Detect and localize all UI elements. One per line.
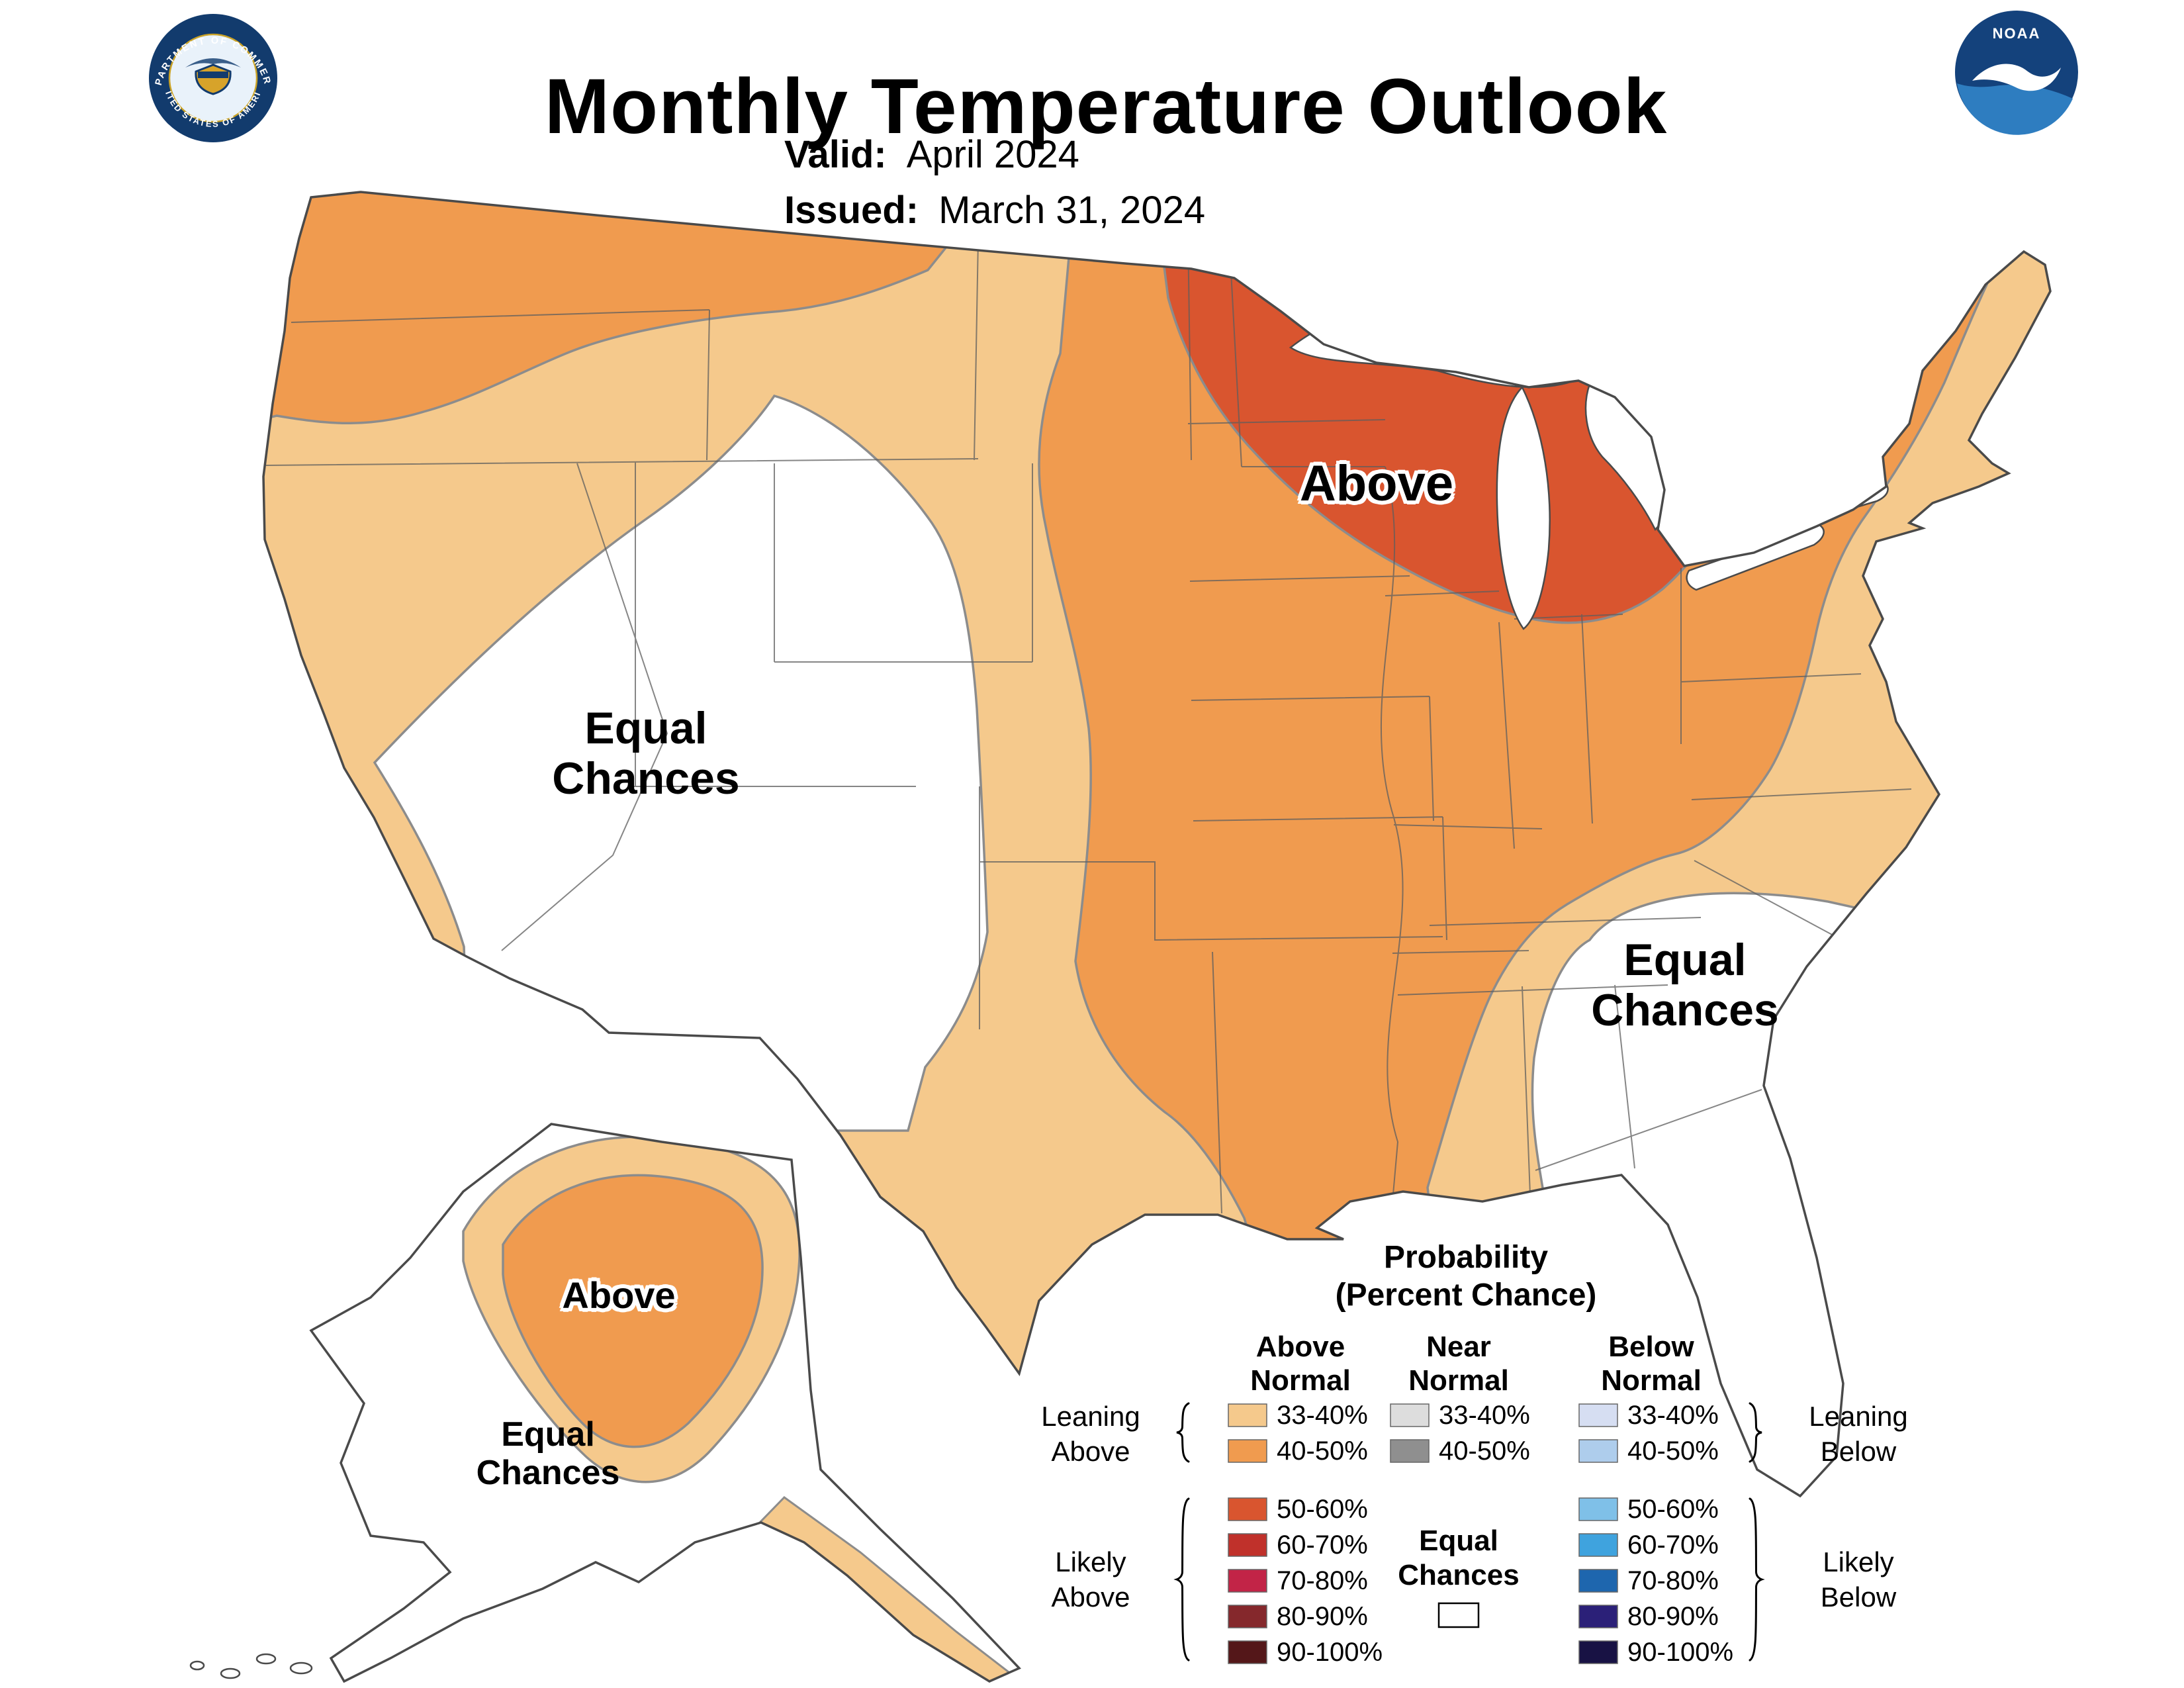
legend-swatch-near-40-50 — [1390, 1439, 1430, 1463]
legend-column-below: 33-40% 40-50% 50-60% 60-70% 70-80% 80-90… — [1578, 1400, 1734, 1667]
conus-outline — [262, 191, 2052, 1498]
lake-michigan — [1496, 385, 1551, 630]
commerce-seal: DEPARTMENT OF COMMERCE UNITED STATES OF … — [147, 12, 277, 142]
legend-label-leaning-above: Leaning Above — [1041, 1401, 1140, 1467]
map-label-equal-chances-west: Equal Chances — [552, 703, 740, 804]
legend-row-below-50-60: 50-60% — [1578, 1494, 1733, 1524]
legend-title: Probability (Percent Chance) — [1335, 1240, 1597, 1313]
legend-swatch-below-80-90 — [1578, 1605, 1618, 1628]
legend-range-label: 90-100% — [1627, 1637, 1734, 1667]
legend-swatch-below-70-80 — [1578, 1569, 1618, 1593]
legend-equal-chances: Equal Chances — [1390, 1524, 1527, 1632]
legend-swatch-above-70-80 — [1228, 1569, 1267, 1593]
legend-row-above-80-90: 80-90% — [1228, 1602, 1383, 1631]
issued-value: March 31, 2024 — [938, 189, 1206, 232]
page-title: Monthly Temperature Outlook — [544, 63, 1668, 151]
legend-swatch-below-50-60 — [1578, 1497, 1618, 1521]
legend-header-above-normal: Above Normal — [1250, 1331, 1351, 1397]
valid-date-line: Valid: April 2024 — [784, 132, 1079, 177]
legend-swatch-below-40-50 — [1578, 1439, 1618, 1463]
legend-range-label: 50-60% — [1277, 1494, 1368, 1524]
alaska-outline — [309, 1123, 1021, 1683]
valid-value: April 2024 — [906, 133, 1079, 176]
legend-range-label: 40-50% — [1277, 1436, 1368, 1466]
legend-row-below-80-90: 80-90% — [1578, 1602, 1733, 1631]
legend-range-label: 60-70% — [1277, 1530, 1368, 1560]
legend-row-below-90-100: 90-100% — [1578, 1637, 1734, 1667]
legend-header-near-normal: Near Normal — [1408, 1331, 1509, 1397]
legend-swatch-above-50-60 — [1228, 1497, 1267, 1521]
aleutian-islands — [189, 1653, 313, 1679]
legend-row-above-90-100: 90-100% — [1228, 1637, 1383, 1667]
legend-row-below-70-80: 70-80% — [1578, 1566, 1733, 1595]
legend-row-above-60-70: 60-70% — [1228, 1530, 1383, 1560]
state-boundaries — [265, 231, 1912, 1217]
probability-legend: Probability (Percent Chance) Above Norma… — [1006, 1239, 1972, 1686]
noaa-logo: NOAA — [1955, 11, 2078, 135]
legend-swatch-equal-chances — [1437, 1602, 1480, 1628]
legend-group-gap — [1578, 1475, 1733, 1485]
legend-range-label: 33-40% — [1277, 1400, 1368, 1430]
legend-column-above: 33-40% 40-50% 50-60% 60-70% 70-80% 80-90… — [1228, 1400, 1383, 1667]
alaska-region-above-40-50 — [502, 1174, 764, 1448]
legend-label-leaning-below: Leaning Below — [1809, 1401, 1908, 1467]
legend-range-label: 90-100% — [1277, 1637, 1383, 1667]
alaska-panhandle-above-33-40 — [758, 1496, 1017, 1681]
legend-label-likely-above: Likely Above — [1051, 1546, 1130, 1613]
seal-eagle-emblem — [185, 58, 241, 95]
legend-header-below-normal: Below Normal — [1601, 1331, 1702, 1397]
legend-swatch-near-33-40 — [1390, 1403, 1430, 1427]
legend-row-near-40-50: 40-50% — [1390, 1436, 1530, 1466]
legend-range-label: 60-70% — [1627, 1530, 1719, 1560]
legend-swatch-above-40-50 — [1228, 1439, 1267, 1463]
map-label-above: Above — [1299, 455, 1454, 512]
issued-date-line: Issued: March 31, 2024 — [784, 188, 1205, 232]
legend-range-label: 70-80% — [1277, 1566, 1368, 1595]
legend-row-below-60-70: 60-70% — [1578, 1530, 1733, 1560]
brace-leaning-above — [1176, 1402, 1190, 1463]
legend-row-below-40-50: 40-50% — [1578, 1436, 1733, 1466]
noaa-lower-swash — [1957, 83, 2073, 135]
brace-likely-below — [1749, 1497, 1765, 1662]
equal-chances-west-region — [373, 394, 989, 1132]
legend-swatch-above-90-100 — [1228, 1640, 1267, 1664]
legend-swatch-above-80-90 — [1228, 1605, 1267, 1628]
legend-row-below-33-40: 33-40% — [1578, 1400, 1733, 1430]
legend-row-near-33-40: 33-40% — [1390, 1400, 1530, 1430]
legend-label-likely-below: Likely Below — [1820, 1546, 1897, 1613]
map-label-alaska-equal-chances: Equal Chances — [476, 1415, 620, 1493]
legend-range-label: 80-90% — [1627, 1601, 1719, 1631]
legend-swatch-above-33-40 — [1228, 1403, 1267, 1427]
noaa-logo-text: NOAA — [1993, 25, 2041, 42]
legend-range-label: 50-60% — [1627, 1494, 1719, 1524]
map-label-alaska-above: Above — [562, 1274, 676, 1316]
legend-swatch-below-33-40 — [1578, 1403, 1618, 1427]
pnw-region-above-40-50 — [263, 192, 968, 426]
legend-range-label: 80-90% — [1277, 1601, 1368, 1631]
legend-swatch-above-60-70 — [1228, 1533, 1267, 1557]
legend-group-gap — [1228, 1475, 1383, 1485]
legend-row-above-40-50: 40-50% — [1228, 1436, 1383, 1466]
legend-row-above-70-80: 70-80% — [1228, 1566, 1383, 1595]
map-label-equal-chances-southeast: Equal Chances — [1591, 935, 1779, 1036]
legend-range-label: 33-40% — [1627, 1400, 1719, 1430]
legend-range-label: 70-80% — [1627, 1566, 1719, 1595]
legend-row-above-33-40: 33-40% — [1228, 1400, 1383, 1430]
legend-equal-chances-label: Equal Chances — [1398, 1524, 1520, 1591]
legend-row-above-50-60: 50-60% — [1228, 1494, 1383, 1524]
brace-likely-above — [1173, 1497, 1190, 1662]
legend-range-label: 40-50% — [1439, 1436, 1530, 1466]
legend-swatch-below-90-100 — [1578, 1640, 1618, 1664]
legend-range-label: 40-50% — [1627, 1436, 1719, 1466]
valid-label: Valid: — [784, 133, 887, 176]
noaa-seagull-icon — [1972, 64, 2061, 91]
legend-swatch-below-60-70 — [1578, 1533, 1618, 1557]
issued-label: Issued: — [784, 189, 919, 232]
legend-column-near: 33-40% 40-50% — [1390, 1400, 1530, 1466]
brace-leaning-below — [1749, 1402, 1762, 1463]
legend-range-label: 33-40% — [1439, 1400, 1530, 1430]
